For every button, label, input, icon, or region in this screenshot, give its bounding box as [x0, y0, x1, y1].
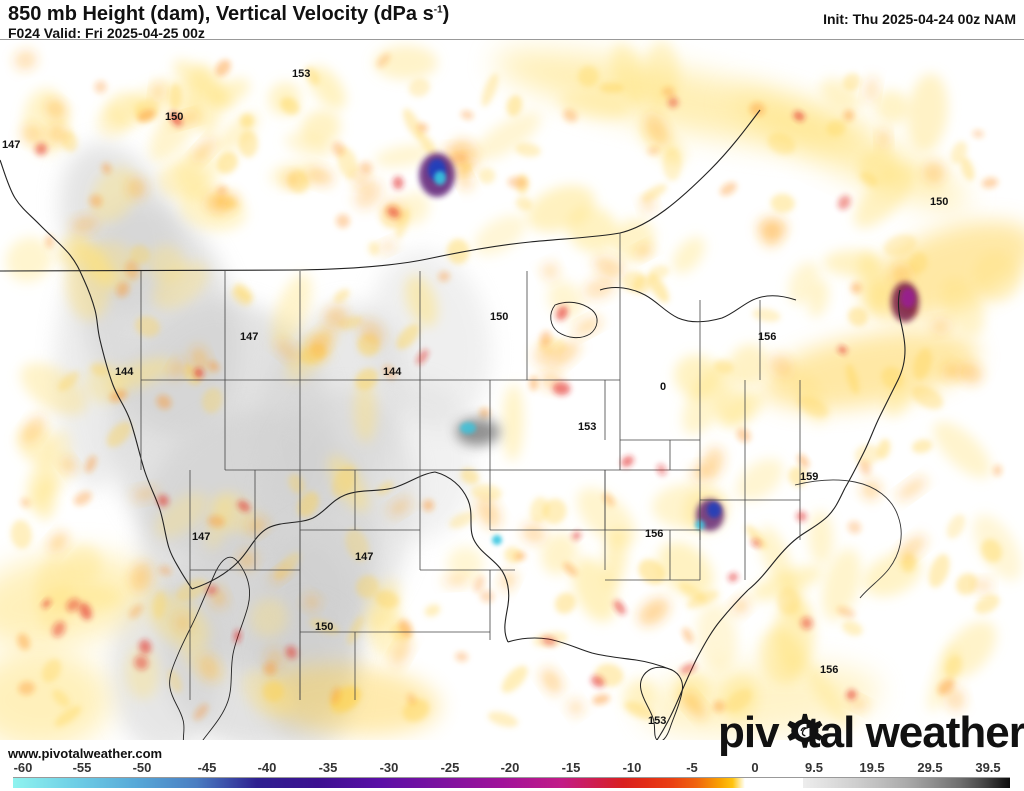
svg-text:piv: piv: [718, 708, 780, 757]
svg-text:153: 153: [292, 68, 310, 80]
svg-text:153: 153: [578, 421, 596, 433]
svg-text:150: 150: [930, 196, 948, 208]
svg-text:147: 147: [240, 331, 258, 343]
svg-text:0: 0: [660, 381, 666, 393]
svg-text:156: 156: [645, 528, 663, 540]
svg-text:150: 150: [490, 311, 508, 323]
svg-text:150: 150: [315, 621, 333, 633]
svg-text:147: 147: [355, 551, 373, 563]
svg-text:153: 153: [648, 715, 666, 727]
svg-text:150: 150: [165, 111, 183, 123]
svg-text:156: 156: [758, 331, 776, 343]
svg-text:147: 147: [2, 139, 20, 151]
svg-text:156: 156: [820, 664, 838, 676]
svg-text:147: 147: [192, 531, 210, 543]
svg-text:144: 144: [383, 366, 402, 378]
svg-text:tal weather: tal weather: [806, 708, 1024, 757]
svg-text:144: 144: [115, 366, 134, 378]
svg-text:159: 159: [800, 471, 818, 483]
